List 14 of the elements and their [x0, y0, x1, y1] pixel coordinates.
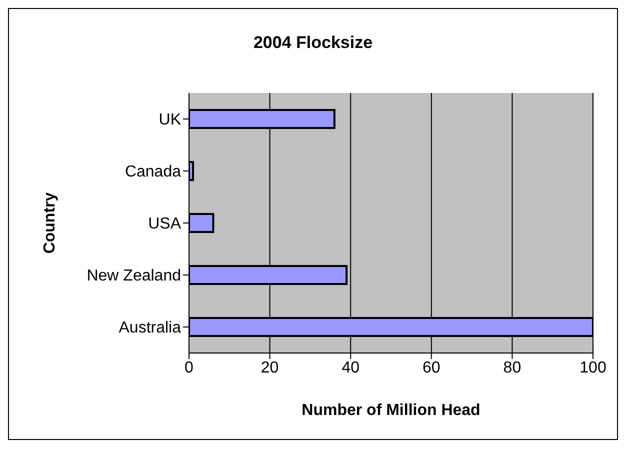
- y-tick-label: Australia: [118, 320, 182, 337]
- y-tick-label: New Zealand: [86, 268, 181, 285]
- y-tick-label: USA: [148, 216, 182, 233]
- y-tick-label: Canada: [124, 164, 182, 181]
- x-tick-label: 40: [342, 359, 360, 376]
- x-tick-label: 100: [580, 359, 606, 376]
- x-axis-title: Number of Million Head: [302, 402, 480, 419]
- chart-title: 2004 Flocksize: [252, 32, 374, 54]
- x-tick-label: 80: [503, 359, 522, 376]
- x-tick-label: 20: [260, 359, 279, 376]
- y-axis-title: Country: [42, 192, 59, 254]
- x-tick-label: 60: [422, 359, 440, 376]
- x-tick-label: 0: [184, 359, 194, 376]
- y-tick-label: UK: [158, 112, 182, 129]
